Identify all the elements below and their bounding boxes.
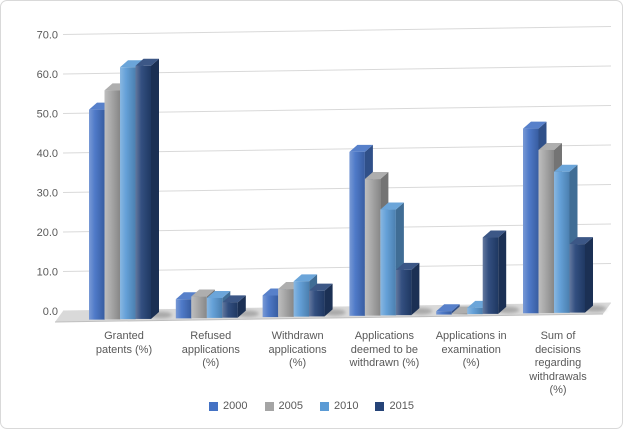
- bar-2015-cat2: [309, 283, 333, 317]
- gridline: [62, 26, 612, 35]
- y-tick-label: 50.0: [37, 109, 58, 121]
- legend-label: 2010: [334, 400, 359, 412]
- bar-2015-cat5: [569, 237, 593, 313]
- y-tick-label: 0.0: [43, 306, 58, 318]
- y-tick-label: 30.0: [37, 188, 58, 200]
- bar-2015-cat3: [395, 262, 420, 316]
- legend: 2000 2005 2010 2015: [1, 400, 622, 412]
- y-tick-label: 60.0: [37, 69, 58, 81]
- legend-swatch-icon: [264, 401, 274, 411]
- bar-2015-cat0: [135, 58, 159, 319]
- y-tick-label: 10.0: [37, 267, 58, 279]
- y-axis-labels: 0.0 10.0 20.0 30.0 40.0 50.0 60.0 70.0: [37, 30, 58, 319]
- y-tick-label: 40.0: [37, 148, 58, 160]
- legend-swatch-icon: [320, 401, 329, 411]
- chart-floor-edge: [54, 313, 604, 323]
- y-tick-label: 20.0: [37, 227, 58, 239]
- bar-2015-cat1: [222, 295, 246, 318]
- legend-swatch-icon: [209, 401, 219, 411]
- bar-2015-cat4: [482, 230, 507, 314]
- legend-label: 2015: [389, 400, 414, 412]
- legend-item-2015: 2015: [375, 400, 414, 412]
- legend-item-2010: 2010: [320, 400, 358, 412]
- y-tick-label: 70.0: [37, 30, 58, 42]
- legend-label: 2000: [223, 400, 248, 412]
- legend-label: 2005: [278, 400, 303, 412]
- legend-swatch-icon: [375, 401, 385, 411]
- legend-item-2000: 2000: [209, 400, 248, 412]
- legend-item-2005: 2005: [264, 400, 303, 412]
